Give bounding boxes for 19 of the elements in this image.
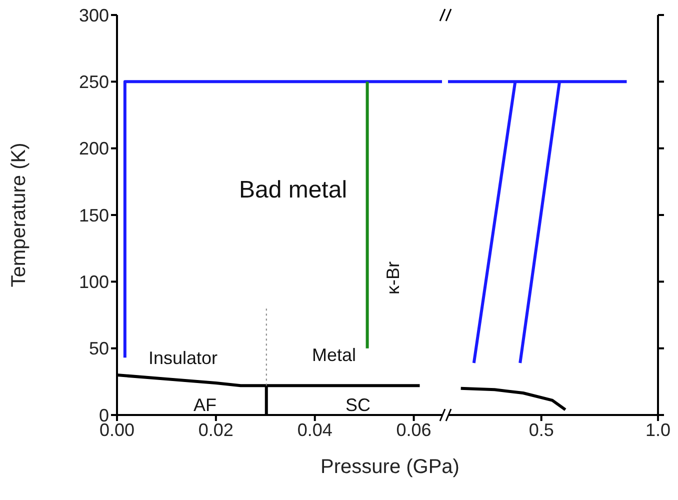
y-tick-label: 100 xyxy=(78,272,109,292)
x-tick-label: 0.06 xyxy=(396,420,432,440)
annotation: κ-Br xyxy=(383,262,403,294)
y-tick-label: 200 xyxy=(78,138,109,159)
x-tick-label: 0.5 xyxy=(528,420,554,440)
x-tick-label: 1.0 xyxy=(645,420,671,440)
x-tick-label: 0.04 xyxy=(297,420,332,440)
annotation: Bad metal xyxy=(238,176,348,204)
y-tick-label: 50 xyxy=(88,338,109,359)
y-axis-title: Temperature (K) xyxy=(8,142,30,288)
x-tick-label: 0.02 xyxy=(198,420,234,440)
annotation: AF xyxy=(193,395,217,415)
x-axis-title: Pressure (GPa) xyxy=(320,456,460,479)
annotation: SC xyxy=(345,395,371,415)
annotation: Insulator xyxy=(148,348,218,368)
annotation: Metal xyxy=(312,345,356,365)
y-tick-label: 150 xyxy=(78,205,109,226)
y-tick-label: 250 xyxy=(78,72,109,92)
y-tick-label: 300 xyxy=(78,5,109,26)
